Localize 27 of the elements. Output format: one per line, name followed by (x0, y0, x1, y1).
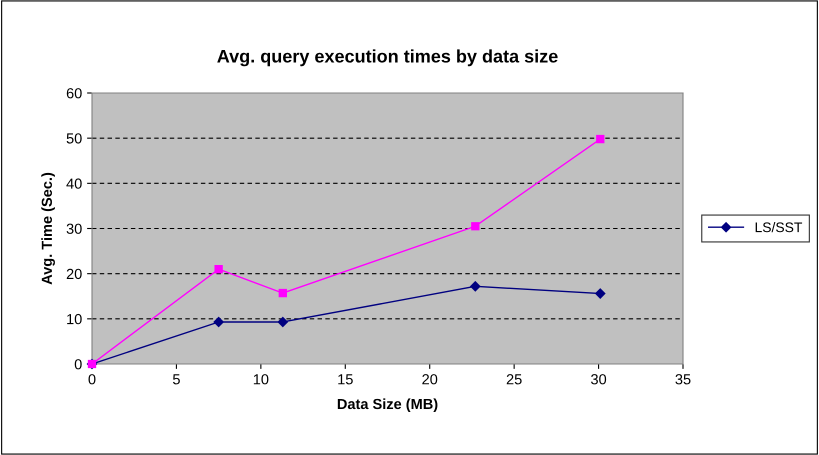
chart-title: Avg. query execution times by data size (217, 49, 558, 66)
x-axis-title: Data Size (MB) (338, 398, 438, 412)
y-tick-label: 40 (66, 178, 82, 189)
x-tick-label: 20 (422, 374, 438, 384)
point (278, 288, 287, 298)
x-tick-label: 10 (254, 374, 268, 384)
y-tick-label: 50 (66, 133, 82, 144)
x-tick-label: 15 (338, 374, 353, 384)
y-tick-label: 10 (67, 314, 82, 324)
point (214, 316, 224, 328)
y-axis-title: Avg. Time (Sec.) (41, 172, 55, 284)
y-tick-label: 60 (66, 88, 82, 98)
x-tick-label: 5 (172, 374, 180, 384)
point (596, 134, 604, 144)
x-tick-label: 30 (591, 374, 606, 384)
y-tick-label: 0 (74, 359, 82, 370)
point (278, 316, 288, 328)
point (595, 288, 606, 299)
x-tick-label: 35 (675, 374, 690, 384)
x-tick-label: 25 (506, 374, 522, 384)
point (471, 222, 480, 230)
legend-label: LS/SST (756, 222, 802, 232)
point (214, 264, 223, 274)
x-tick-label: 0 (88, 374, 96, 384)
point (470, 281, 480, 292)
y-tick-label: 20 (66, 268, 82, 280)
y-tick-label: 30 (66, 224, 82, 234)
